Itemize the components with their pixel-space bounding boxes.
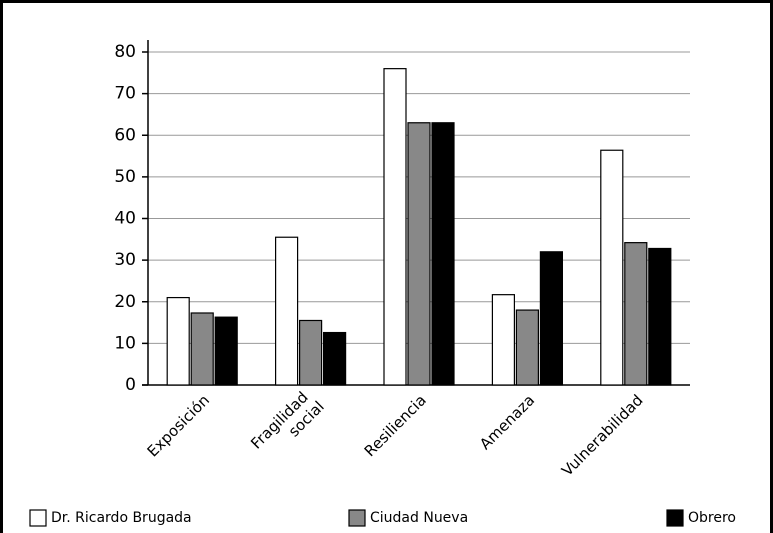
bar bbox=[539, 251, 564, 386]
legend-swatch bbox=[29, 509, 47, 527]
bar bbox=[515, 309, 540, 386]
bar bbox=[407, 122, 431, 386]
bar bbox=[214, 316, 238, 386]
bar bbox=[491, 294, 515, 386]
bar bbox=[383, 68, 407, 386]
y-tick-label: 60 bbox=[114, 125, 136, 145]
x-tick-label: Resiliencia bbox=[361, 391, 430, 460]
x-tick-label: Vulnerabilidad bbox=[558, 391, 647, 480]
legend-label: Ciudad Nueva bbox=[370, 510, 468, 526]
bar bbox=[600, 149, 624, 386]
y-tick-label: 10 bbox=[114, 333, 136, 353]
bar bbox=[624, 242, 648, 386]
bar bbox=[299, 319, 323, 386]
bar bbox=[648, 247, 672, 386]
y-tick-label: 30 bbox=[114, 250, 136, 270]
x-tick-label: Fragilidad social bbox=[247, 385, 328, 466]
x-tick-label: Exposición bbox=[144, 391, 213, 460]
bar bbox=[323, 331, 347, 386]
legend-label: Dr. Ricardo Brugada bbox=[51, 510, 192, 526]
bar bbox=[275, 236, 299, 386]
legend-label: Obrero bbox=[688, 510, 736, 526]
y-tick-label: 40 bbox=[114, 209, 136, 229]
legend-swatch bbox=[348, 509, 366, 527]
bar bbox=[190, 312, 214, 386]
y-tick-label: 0 bbox=[125, 375, 136, 395]
y-tick-label: 50 bbox=[114, 167, 136, 187]
legend-swatch bbox=[666, 509, 684, 527]
y-tick-label: 20 bbox=[114, 292, 136, 312]
y-tick-label: 70 bbox=[114, 84, 136, 104]
bar bbox=[431, 122, 455, 386]
x-tick-label: Amenaza bbox=[476, 391, 538, 453]
bar bbox=[166, 296, 190, 386]
y-tick-label: 80 bbox=[114, 42, 136, 62]
chart: 0 10 20 30 40 50 60 70 80 Exposición Fragilidad so… bbox=[29, 40, 736, 527]
